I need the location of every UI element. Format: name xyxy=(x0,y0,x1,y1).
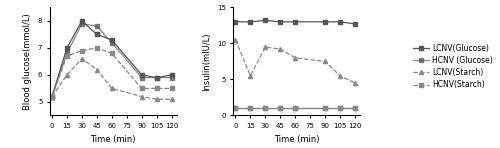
Y-axis label: Insulin(mIU/L): Insulin(mIU/L) xyxy=(202,32,211,91)
X-axis label: Time (min): Time (min) xyxy=(274,135,320,144)
X-axis label: Time (min): Time (min) xyxy=(90,135,136,144)
Legend: LCNV(Glucose), HCNV (Glucose), LCNV(Starch), HCNV(Starch): LCNV(Glucose), HCNV (Glucose), LCNV(Star… xyxy=(410,41,496,92)
Y-axis label: Blood glucose(mmol/L): Blood glucose(mmol/L) xyxy=(24,13,32,110)
